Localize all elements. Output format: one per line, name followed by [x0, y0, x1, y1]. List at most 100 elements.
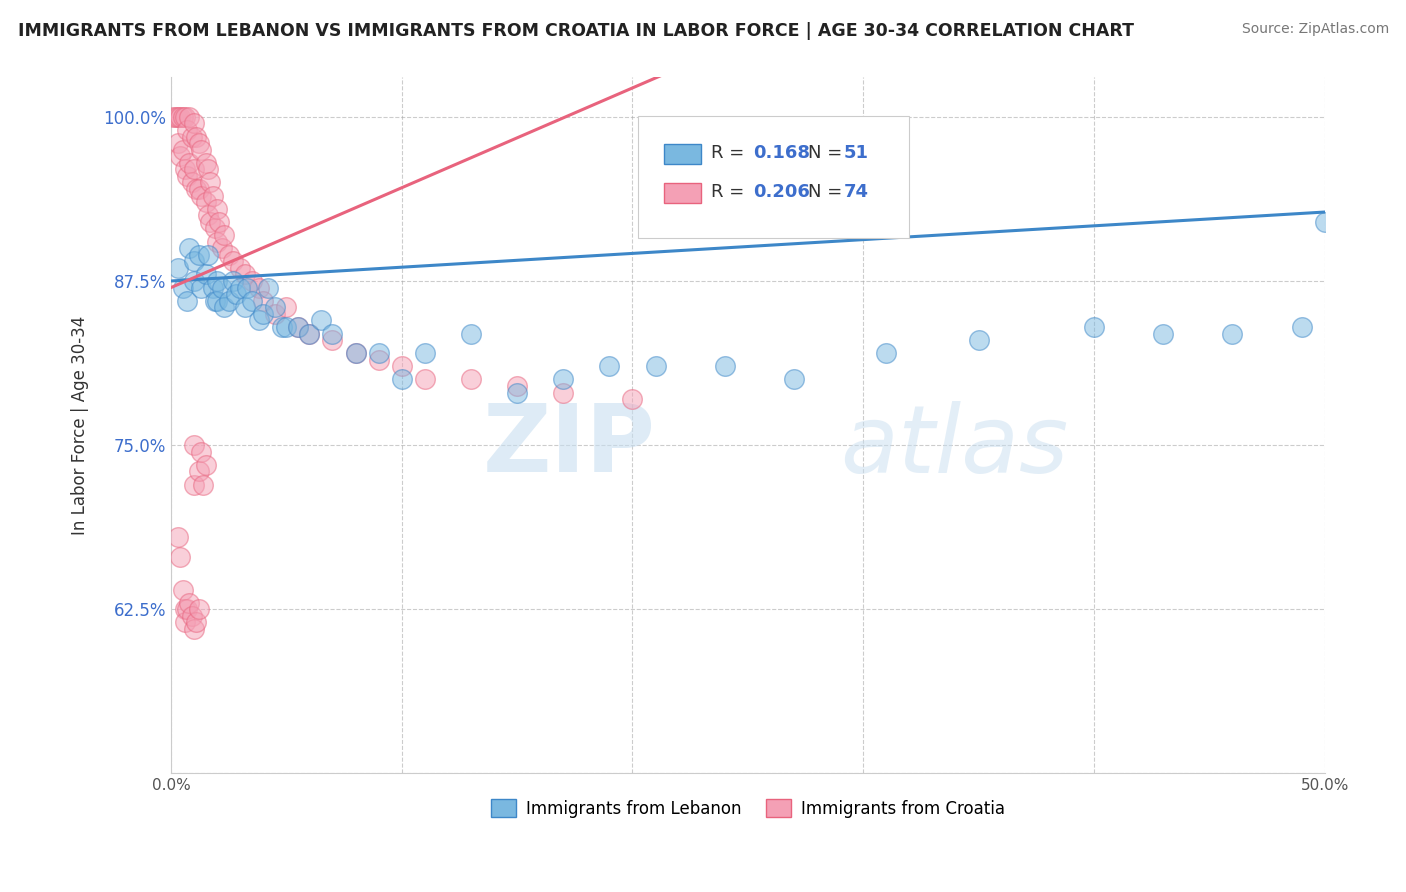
Point — [186, 615, 208, 630]
Point — [344, 346, 367, 360]
Text: atlas: atlas — [841, 401, 1069, 491]
Point — [240, 274, 263, 288]
Point — [165, 110, 187, 124]
Point — [1083, 320, 1105, 334]
Point — [176, 169, 198, 183]
Point — [298, 326, 321, 341]
Point — [553, 385, 575, 400]
Point — [247, 280, 270, 294]
Point — [263, 307, 285, 321]
Point — [240, 293, 263, 308]
Point — [875, 346, 897, 360]
Point — [201, 280, 224, 294]
Text: N =: N = — [808, 183, 848, 202]
Point — [276, 320, 298, 334]
Point — [225, 287, 247, 301]
Point — [179, 110, 201, 124]
Point — [413, 372, 436, 386]
Point — [460, 372, 482, 386]
Point — [257, 280, 280, 294]
Point — [1291, 320, 1313, 334]
Point — [287, 320, 309, 334]
Point — [247, 313, 270, 327]
Text: R =: R = — [711, 145, 749, 162]
Point — [263, 300, 285, 314]
Point — [321, 326, 343, 341]
Point — [252, 293, 274, 308]
Point — [183, 162, 205, 177]
Point — [176, 602, 198, 616]
Point — [172, 280, 194, 294]
Point — [222, 274, 245, 288]
Point — [186, 182, 208, 196]
Point — [194, 458, 217, 472]
Point — [212, 300, 235, 314]
Point — [172, 143, 194, 157]
Point — [252, 307, 274, 321]
Text: Source: ZipAtlas.com: Source: ZipAtlas.com — [1241, 22, 1389, 37]
Point — [172, 110, 194, 124]
Point — [167, 110, 190, 124]
Point — [644, 359, 666, 374]
Bar — [664, 183, 700, 203]
Point — [218, 248, 240, 262]
Point — [197, 248, 219, 262]
Point — [180, 608, 202, 623]
Point — [205, 274, 228, 288]
Point — [1152, 326, 1174, 341]
Point — [179, 241, 201, 255]
Point — [205, 235, 228, 249]
Point — [233, 268, 256, 282]
Y-axis label: In Labor Force | Age 30-34: In Labor Force | Age 30-34 — [72, 316, 89, 535]
Point — [233, 300, 256, 314]
Text: 0.206: 0.206 — [754, 183, 810, 202]
Point — [187, 182, 209, 196]
Point — [179, 156, 201, 170]
Point — [183, 622, 205, 636]
Point — [169, 149, 191, 163]
Point — [309, 313, 332, 327]
Point — [276, 300, 298, 314]
Point — [187, 248, 209, 262]
Point — [391, 372, 413, 386]
Point — [173, 615, 195, 630]
Point — [180, 176, 202, 190]
Point — [204, 221, 226, 235]
Point — [298, 326, 321, 341]
Point — [162, 110, 184, 124]
Point — [183, 254, 205, 268]
Point — [205, 202, 228, 216]
Point — [344, 346, 367, 360]
Point — [173, 602, 195, 616]
Point — [183, 438, 205, 452]
Text: 74: 74 — [844, 183, 869, 202]
Point — [460, 326, 482, 341]
Point — [173, 110, 195, 124]
Legend: Immigrants from Lebanon, Immigrants from Croatia: Immigrants from Lebanon, Immigrants from… — [484, 793, 1012, 824]
Point — [621, 392, 644, 407]
Point — [553, 372, 575, 386]
Point — [186, 129, 208, 144]
Point — [176, 123, 198, 137]
Point — [187, 136, 209, 150]
Point — [197, 162, 219, 177]
Point — [506, 379, 529, 393]
Point — [194, 268, 217, 282]
Text: IMMIGRANTS FROM LEBANON VS IMMIGRANTS FROM CROATIA IN LABOR FORCE | AGE 30-34 CO: IMMIGRANTS FROM LEBANON VS IMMIGRANTS FR… — [18, 22, 1135, 40]
Point — [229, 280, 252, 294]
Point — [222, 254, 245, 268]
Point — [169, 549, 191, 564]
Point — [218, 293, 240, 308]
Text: N =: N = — [808, 145, 848, 162]
Point — [205, 293, 228, 308]
Point — [193, 477, 215, 491]
Point — [200, 176, 222, 190]
Point — [212, 227, 235, 242]
Point — [413, 346, 436, 360]
Point — [183, 274, 205, 288]
Point — [172, 582, 194, 597]
Text: ZIP: ZIP — [482, 401, 655, 492]
Point — [204, 293, 226, 308]
Point — [197, 208, 219, 222]
Text: R =: R = — [711, 183, 749, 202]
